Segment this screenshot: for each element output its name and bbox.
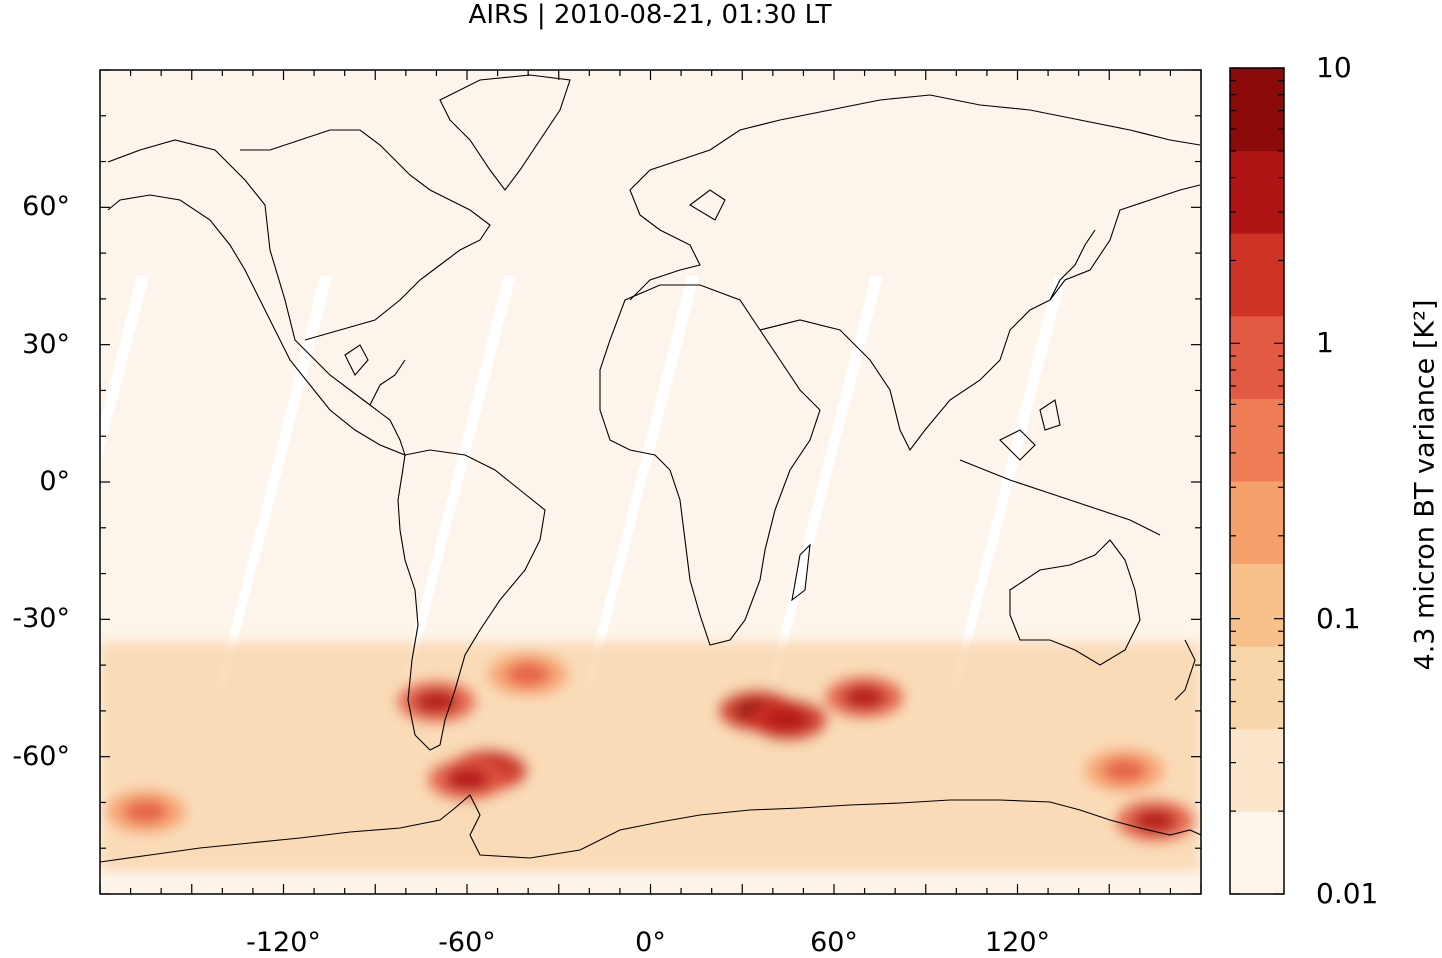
- swath-gap: [583, 276, 700, 688]
- lon-tick-label: 60°: [810, 927, 858, 958]
- variance-hotspot: [414, 689, 459, 714]
- lat-tick-label: 30°: [22, 328, 70, 360]
- colorbar-tick-label: 0.1: [1316, 601, 1361, 635]
- lat-tick-label: 60°: [22, 191, 70, 223]
- colorbar-tick-label: 0.01: [1316, 877, 1379, 910]
- map-title: AIRS | 2010-08-21, 01:30 LT: [468, 0, 832, 30]
- lat-tick-label: -60°: [12, 740, 70, 772]
- colorbar-tick-label: 1: [1316, 326, 1334, 360]
- map-tick-marks: [99, 69, 1202, 895]
- colorbar-tick-marks: [1230, 67, 1284, 895]
- swath-gap: [216, 276, 333, 688]
- variance-hotspot: [445, 767, 489, 792]
- colorbar-frame: [1229, 67, 1285, 895]
- lon-tick-label: -120°: [246, 927, 321, 958]
- map-plot-area: [100, 70, 1201, 894]
- colorbar-segment: [1230, 728, 1284, 812]
- colorbar-segment: [1230, 398, 1284, 482]
- variance-hotspot: [842, 685, 887, 710]
- variance-hotspot: [766, 707, 811, 733]
- swath-gap: [399, 276, 516, 688]
- variance-hotspot: [123, 799, 168, 824]
- colorbar-title: 4.3 micron BT variance [K²]: [1409, 299, 1441, 671]
- colorbar-segment: [1230, 315, 1284, 399]
- lon-tick-label: 120°: [984, 927, 1051, 958]
- variance-hotspot: [506, 662, 551, 687]
- colorbar: [1230, 68, 1284, 895]
- variance-field: [100, 642, 1201, 872]
- variance-hotspot: [1102, 758, 1147, 783]
- swath-gaps: [100, 276, 1067, 688]
- variance-band: [100, 642, 1201, 872]
- lon-tick-label: -60°: [438, 927, 496, 958]
- lon-tick-label: 0°: [635, 927, 666, 958]
- variance-hotspot: [1133, 808, 1178, 833]
- colorbar-segment: [1230, 150, 1284, 234]
- colorbar-segment: [1230, 811, 1284, 895]
- lat-tick-label: 0°: [39, 466, 70, 497]
- swath-gap: [950, 276, 1067, 688]
- lat-tick-label: -30°: [12, 603, 70, 635]
- colorbar-segment: [1230, 481, 1284, 565]
- colorbar-segment: [1230, 563, 1284, 647]
- colorbar-segment: [1230, 646, 1284, 730]
- swath-gap: [766, 276, 883, 688]
- colorbar-segment: [1230, 233, 1284, 317]
- swath-gap: [100, 276, 149, 465]
- colorbar-segment: [1230, 68, 1284, 152]
- coastlines: [100, 74, 1201, 863]
- colorbar-tick-label: 10: [1316, 51, 1352, 84]
